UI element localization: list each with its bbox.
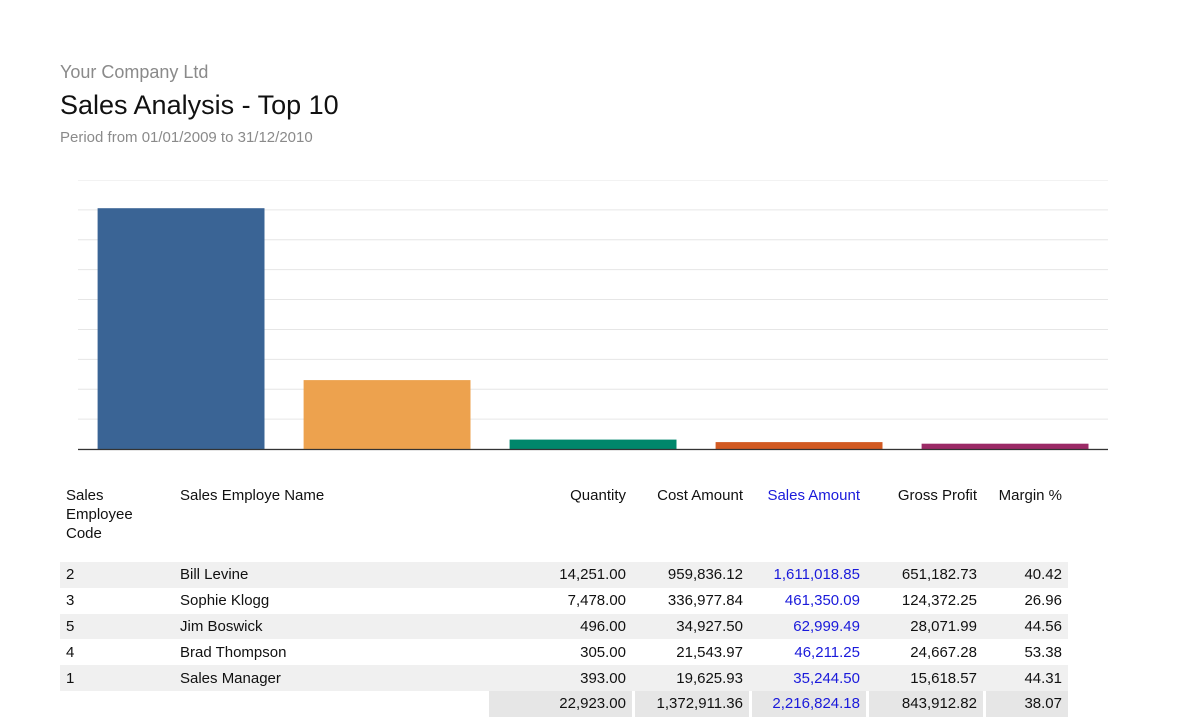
cell-quantity: 14,251.00	[486, 562, 632, 588]
cell-margin: 44.31	[983, 665, 1068, 691]
total-gross-profit: 843,912.82	[866, 690, 983, 717]
table-row[interactable]: 2 Bill Levine 14,251.00 959,836.12 1,611…	[60, 562, 1068, 588]
cell-sales[interactable]: 1,611,018.85	[749, 562, 866, 588]
cell-name: Bill Levine	[174, 562, 486, 588]
table-row[interactable]: 1 Sales Manager 393.00 19,625.93 35,244.…	[60, 665, 1068, 691]
report-title: Sales Analysis - Top 10	[60, 90, 339, 120]
cell-margin: 26.96	[1024, 592, 1062, 610]
chart-bar-sales-manager[interactable]	[921, 443, 1089, 449]
totals-row: 22,923.00 1,372,911.36 2,216,824.18 843,…	[60, 690, 1068, 717]
cell-quantity: 496.00	[486, 613, 632, 640]
report-header: Your Company Ltd Sales Analysis - Top 10…	[60, 60, 339, 148]
cell-code: 3	[66, 592, 75, 610]
cell-gross-profit: 124,372.25	[901, 592, 977, 610]
cell-name: Sophie Klogg	[180, 592, 270, 610]
cell-cost: 19,625.93	[632, 665, 749, 691]
sales-bar-chart	[78, 180, 1108, 452]
spacer-cell	[60, 548, 1068, 562]
total-quantity: 22,923.00	[486, 690, 632, 717]
table-header: Sales Employee Code Sales Employe Name Q…	[60, 482, 1068, 548]
total-sales[interactable]: 2,216,824.18	[749, 690, 866, 717]
cell-cost: 21,543.97	[676, 643, 743, 661]
total-margin: 38.07	[983, 690, 1068, 717]
cell-margin: 53.38	[1024, 643, 1062, 661]
cell-sales[interactable]: 62,999.49	[749, 613, 866, 640]
col-header-gross-profit[interactable]: Gross Profit	[897, 487, 977, 504]
cell-name: Jim Boswick	[174, 613, 486, 640]
cell-code: 1	[60, 665, 174, 691]
cell-margin: 44.56	[983, 613, 1068, 640]
table-row[interactable]: 4 Brad Thompson 305.00 21,543.97 46,211.…	[60, 639, 1068, 665]
col-header-name[interactable]: Sales Employe Name	[180, 487, 325, 504]
cell-code: 2	[60, 562, 174, 588]
cell-quantity: 393.00	[486, 665, 632, 691]
col-header-margin[interactable]: Margin %	[998, 487, 1062, 504]
cell-quantity: 305.00	[580, 643, 626, 661]
cell-sales[interactable]: 46,211.25	[794, 643, 860, 661]
chart-bar-bill-levine[interactable]	[97, 208, 265, 449]
total-cost: 1,372,911.36	[632, 690, 749, 717]
cell-quantity: 7,478.00	[567, 592, 626, 610]
chart-bar-jim-boswick[interactable]	[509, 439, 677, 449]
report-period: Period from 01/01/2009 to 31/12/2010	[60, 129, 313, 146]
cell-name: Brad Thompson	[180, 643, 287, 661]
chart-bar-sophie-klogg[interactable]	[303, 380, 471, 449]
col-header-cost[interactable]: Cost Amount	[657, 487, 743, 504]
cell-margin: 40.42	[983, 562, 1068, 588]
cell-cost: 336,977.84	[667, 592, 743, 610]
cell-sales[interactable]: 461,350.09	[784, 592, 860, 610]
cell-gross-profit: 15,618.57	[866, 665, 983, 691]
cell-code: 5	[60, 613, 174, 640]
cell-name: Sales Manager	[174, 665, 486, 691]
col-header-quantity[interactable]: Quantity	[570, 487, 626, 504]
sales-table: Sales Employee Code Sales Employe Name Q…	[60, 482, 1068, 717]
spacer-row	[60, 548, 1068, 562]
cell-gross-profit: 24,667.28	[910, 643, 977, 661]
cell-cost: 34,927.50	[632, 613, 749, 640]
cell-cost: 959,836.12	[632, 562, 749, 588]
table-row[interactable]: 3 Sophie Klogg 7,478.00 336,977.84 461,3…	[60, 588, 1068, 614]
table-row[interactable]: 5 Jim Boswick 496.00 34,927.50 62,999.49…	[60, 613, 1068, 640]
cell-gross-profit: 651,182.73	[866, 562, 983, 588]
col-header-sales[interactable]: Sales Amount	[767, 487, 860, 504]
cell-sales[interactable]: 35,244.50	[749, 665, 866, 691]
cell-code: 4	[66, 643, 75, 661]
chart-bar-brad-thompson[interactable]	[715, 442, 883, 449]
col-header-code[interactable]: Sales Employee Code	[66, 487, 133, 542]
totals-empty-cell	[174, 691, 486, 717]
header-row: Sales Employee Code Sales Employe Name Q…	[60, 482, 1068, 548]
cell-gross-profit: 28,071.99	[866, 613, 983, 640]
chart-svg	[78, 180, 1108, 451]
totals-empty-cell	[60, 691, 174, 717]
company-name: Your Company Ltd	[60, 62, 209, 82]
table-body: 2 Bill Levine 14,251.00 959,836.12 1,611…	[60, 548, 1068, 717]
